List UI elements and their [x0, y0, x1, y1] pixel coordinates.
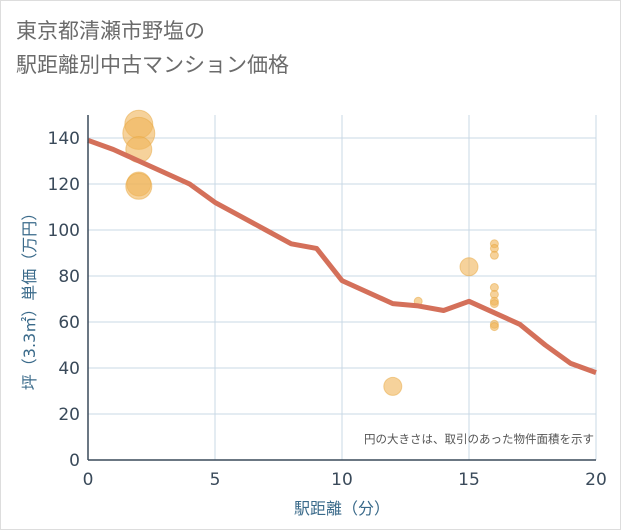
- chart-title-line-2: 駅距離別中古マンション価格: [16, 53, 289, 77]
- average-line-layer: [87, 137, 597, 375]
- y-tick-20: 20: [58, 405, 80, 425]
- y-tick-0: 0: [69, 451, 80, 471]
- bubble-point-10: [489, 250, 499, 260]
- bubble-layer: [122, 109, 499, 396]
- chart-title-line-1: 東京都清瀬市野塩の: [16, 19, 205, 43]
- bubble-point-5: [383, 376, 403, 396]
- tick-labels: 0 5 10 15 20 0 20 40 60 80 100 120 140: [48, 129, 607, 490]
- x-tick-10: 10: [331, 470, 353, 490]
- bubble-point-7: [459, 257, 479, 277]
- y-tick-100: 100: [48, 221, 80, 241]
- axes: [87, 115, 596, 461]
- x-tick-0: 0: [83, 470, 94, 490]
- bubble-point-16: [489, 322, 499, 332]
- y-axis-label: 坪（3.3㎡）単価（万円）: [20, 205, 39, 390]
- y-tick-140: 140: [48, 129, 80, 149]
- y-tick-120: 120: [48, 175, 80, 195]
- x-tick-20: 20: [585, 470, 607, 490]
- size-note: 円の大きさは、取引のあった物件面積を示す: [364, 432, 594, 446]
- bubble-point-14: [489, 299, 499, 309]
- bubble-point-4: [125, 172, 153, 200]
- y-tick-40: 40: [58, 359, 80, 379]
- x-tick-5: 5: [210, 470, 221, 490]
- y-tick-80: 80: [58, 267, 80, 287]
- y-tick-60: 60: [58, 313, 80, 333]
- x-axis-label: 駅距離（分）: [294, 499, 390, 518]
- average-price-line: [87, 137, 597, 375]
- x-tick-15: 15: [458, 470, 480, 490]
- grid-lines: [88, 115, 597, 460]
- chart-title: 東京都清瀬市野塩の 駅距離別中古マンション価格: [16, 14, 289, 82]
